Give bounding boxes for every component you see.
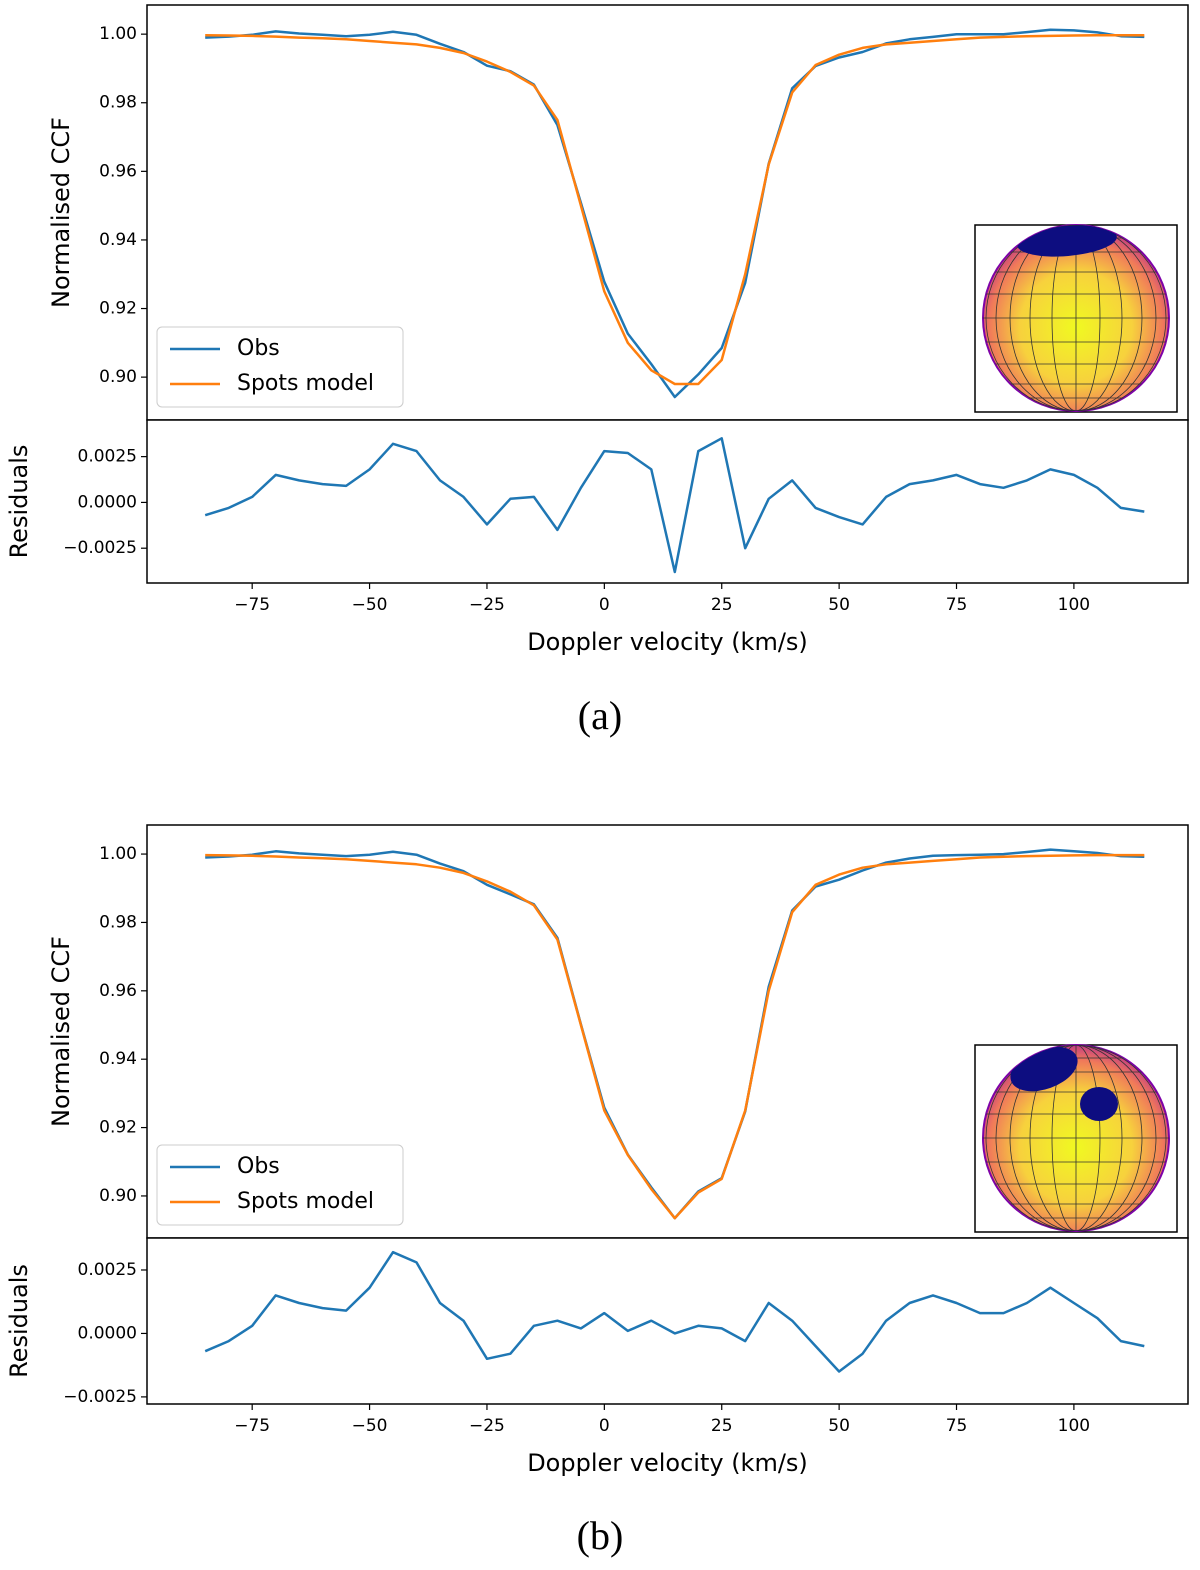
chart-panel: −0.0025 0.0000 0.0025 −75 −50 −25 0 25 50 75 100 Re… [5, 419, 1189, 656]
y-tick-label: 0.0000 [78, 1323, 137, 1343]
x-tick-label: 25 [711, 1416, 733, 1436]
y-tick-label: 0.94 [99, 230, 137, 250]
series-line [205, 33, 1145, 386]
series-line [205, 28, 1145, 399]
y-tick-label: 0.90 [99, 367, 137, 387]
y-tick-label: 1.00 [99, 844, 137, 864]
series-line [204, 1250, 1145, 1373]
x-tick-label: −25 [469, 1416, 505, 1436]
star-inset [974, 1038, 1178, 1233]
x-tick-label: 25 [711, 595, 733, 615]
caption: (a) [578, 693, 622, 738]
legend: Obs Spots model [156, 1144, 404, 1226]
y-tick-label: −0.0025 [63, 1387, 137, 1407]
legend-box [156, 1144, 404, 1226]
legend-label: Spots model [237, 371, 374, 396]
x-tick-label: 50 [828, 595, 850, 615]
x-tick-label: 0 [599, 595, 610, 615]
legend-label: Obs [237, 1154, 280, 1179]
y-axis-label: Residuals [5, 1264, 33, 1378]
y-axis-label: Normalised CCF [47, 117, 75, 308]
plot-area [147, 420, 1188, 583]
y-tick-label: 0.90 [99, 1186, 137, 1206]
x-axis-label: Doppler velocity (km/s) [527, 1449, 808, 1477]
x-tick-label: 75 [946, 1416, 968, 1436]
y-tick-label: 0.96 [99, 981, 137, 1001]
x-axis-label: Doppler velocity (km/s) [527, 628, 808, 656]
x-tick-label: 100 [1058, 1416, 1090, 1436]
plot-frame [146, 419, 1189, 584]
caption: (b) [577, 1513, 624, 1558]
y-tick-label: 0.98 [99, 93, 137, 113]
legend-label: Obs [237, 336, 280, 361]
x-tick-label: −75 [234, 1416, 270, 1436]
x-tick-label: 50 [828, 1416, 850, 1436]
y-tick-label: 0.98 [99, 912, 137, 932]
x-tick-label: 100 [1058, 595, 1090, 615]
y-tick-label: −0.0025 [63, 538, 137, 558]
x-tick-label: −50 [352, 595, 388, 615]
legend: Obs Spots model [156, 326, 404, 408]
y-axis-label: Residuals [5, 445, 33, 559]
legend-box [156, 326, 404, 408]
plot-area [147, 1238, 1188, 1404]
legend-label: Spots model [237, 1189, 374, 1214]
x-tick-label: −25 [469, 595, 505, 615]
y-tick-label: 1.00 [99, 24, 137, 44]
series-line [204, 437, 1145, 574]
star-inset [974, 222, 1178, 413]
x-tick-label: 0 [599, 1416, 610, 1436]
chart-panel: 0.90 0.92 0.94 0.96 0.98 1.00 Normalised CCF Ob… [47, 4, 1189, 421]
x-tick-label: −50 [352, 1416, 388, 1436]
y-tick-label: 0.92 [99, 299, 137, 319]
y-tick-label: 0.96 [99, 161, 137, 181]
y-tick-label: 0.0000 [78, 492, 137, 512]
x-tick-label: −75 [234, 595, 270, 615]
y-tick-label: 0.0025 [78, 1260, 137, 1280]
y-tick-label: 0.0025 [78, 447, 137, 467]
y-tick-label: 0.94 [99, 1049, 137, 1069]
x-tick-label: 75 [946, 595, 968, 615]
chart-panel: −0.0025 0.0000 0.0025 −75 −50 −25 0 25 50 75 100 Re… [5, 1237, 1189, 1477]
series-line [205, 853, 1145, 1220]
plot-frame [146, 1237, 1189, 1405]
y-tick-label: 0.92 [99, 1118, 137, 1138]
y-axis-label: Normalised CCF [47, 936, 75, 1127]
